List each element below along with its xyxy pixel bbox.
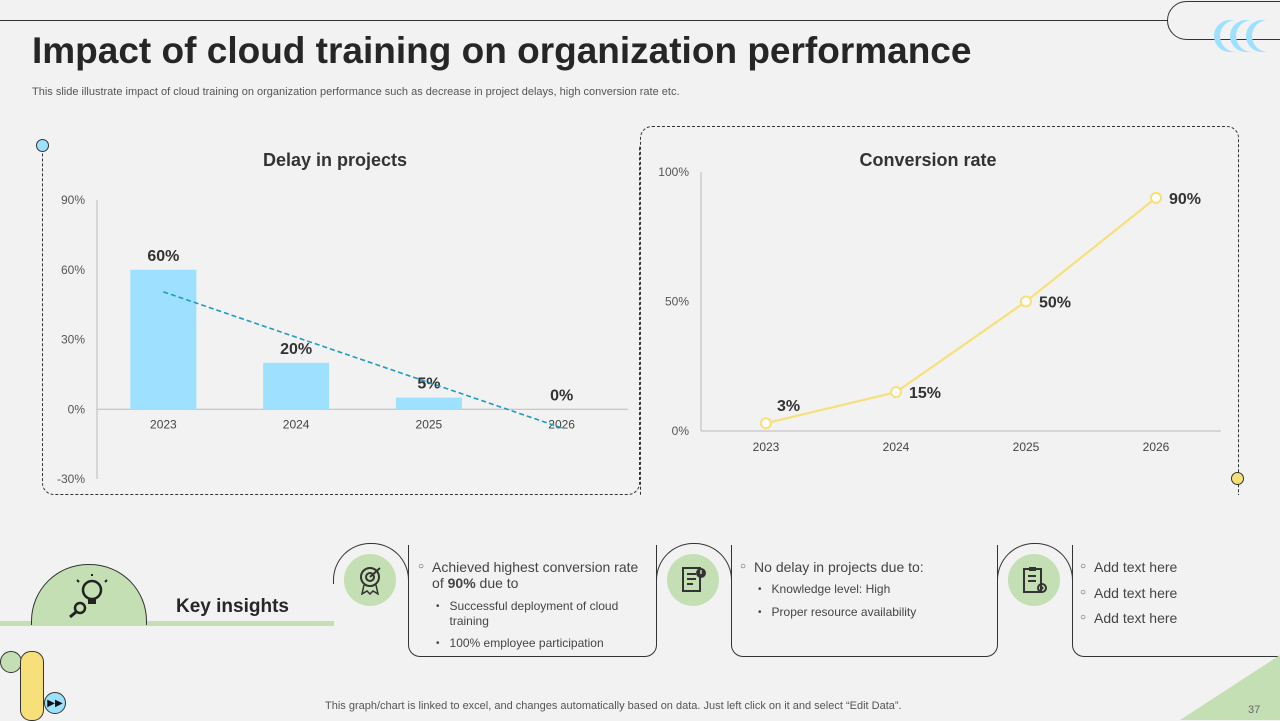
chart-title: Conversion rate — [859, 150, 996, 170]
insight-sub-item: • Successful deployment of cloud training — [436, 599, 619, 628]
chevron-arrows-icon — [1214, 20, 1268, 52]
data-label: 60% — [147, 248, 179, 265]
insight-card-3-content: ○ Add text here ○ Add text here ○ Add text … — [1080, 559, 1270, 626]
frame-dot-yellow — [1231, 472, 1244, 485]
key-insights-label: Key insights — [176, 596, 289, 617]
y-tick-label: -30% — [57, 472, 85, 486]
data-point — [1150, 191, 1162, 204]
insight-card-3 — [1072, 545, 1280, 657]
delay-in-projects-chart[interactable]: Delay in projects -30% 0% 30% 60% 90% 2023 20… — [44, 146, 636, 492]
data-point — [760, 417, 772, 430]
chart-title: Delay in projects — [263, 150, 407, 170]
insight-sub-item: • 100% employee participation — [436, 636, 604, 650]
bar — [130, 269, 197, 410]
y-tick-label: 0% — [68, 402, 86, 416]
page-title: Impact of cloud training on organization… — [32, 30, 972, 71]
data-label: 5% — [417, 376, 440, 393]
insight-sub-item: • Proper resource availability — [758, 605, 917, 619]
y-tick-label: 0% — [672, 424, 690, 438]
page-subtitle: This slide illustrate impact of cloud tr… — [32, 86, 680, 98]
clipboard-gear-icon — [1008, 554, 1060, 606]
data-label: 20% — [280, 341, 312, 358]
x-tick-label: 2025 — [1013, 440, 1040, 454]
x-tick-label: 2024 — [283, 417, 310, 431]
data-label: 90% — [1169, 191, 1201, 208]
y-tick-label: 30% — [61, 333, 85, 347]
insight-card-2 — [731, 545, 998, 657]
header-rule — [0, 20, 1190, 21]
bar — [263, 362, 330, 410]
insight-item: ○ Add text here — [1080, 610, 1178, 626]
trendline — [163, 291, 562, 429]
delay-chart-frame — [42, 146, 640, 495]
bar — [395, 397, 462, 410]
y-tick-label: 100% — [658, 165, 689, 179]
insights-baseline — [0, 621, 334, 626]
data-label: 3% — [777, 398, 800, 415]
x-tick-label: 2024 — [883, 440, 910, 454]
insight-main: ○ No delay in projects due to: — [740, 559, 924, 575]
x-tick-label: 2026 — [548, 417, 575, 431]
corner-triangle-decoration — [1180, 655, 1280, 720]
corner-pill-decoration — [20, 651, 44, 721]
y-tick-label: 50% — [665, 295, 689, 309]
y-tick-label: 60% — [61, 263, 85, 277]
y-tick-label: 90% — [61, 193, 85, 207]
conversion-chart-frame — [640, 126, 1239, 495]
data-label: 15% — [909, 385, 941, 402]
series-line — [765, 197, 1157, 425]
insight-card-1-content: ○ Achieved highest conversion rate of 90… — [418, 559, 648, 651]
insight-sub-item: • Knowledge level: High — [758, 582, 891, 596]
x-tick-label: 2026 — [1143, 440, 1170, 454]
data-label: 0% — [550, 387, 573, 404]
corner-circle-decoration — [0, 651, 22, 673]
data-point — [890, 386, 902, 399]
document-alert-icon — [667, 554, 719, 606]
insight-card-1 — [408, 545, 657, 657]
footer-note: This graph/chart is linked to excel, and… — [325, 700, 902, 712]
target-award-icon — [344, 554, 396, 606]
conversion-rate-chart[interactable]: Conversion rate 0% 50% 100% 2023 2024 2025 20… — [642, 128, 1235, 468]
lightbulb-gear-icon — [69, 574, 108, 618]
insight-item: ○ Add text here — [1080, 585, 1178, 601]
x-tick-label: 2023 — [150, 417, 177, 431]
x-tick-label: 2023 — [753, 440, 780, 454]
data-point — [1020, 295, 1032, 308]
page-number: 37 — [1248, 704, 1261, 716]
insight-item: ○ Add text here — [1080, 559, 1178, 575]
data-label: 50% — [1039, 295, 1071, 312]
frame-dot-blue — [36, 139, 49, 152]
fast-forward-icon[interactable]: ▶▶ — [44, 692, 66, 714]
insight-main: ○ Achieved highest conversion rate of 90… — [418, 559, 639, 591]
x-tick-label: 2025 — [416, 417, 443, 431]
insight-card-2-content: ○ No delay in projects due to: • Knowledge… — [740, 559, 990, 620]
